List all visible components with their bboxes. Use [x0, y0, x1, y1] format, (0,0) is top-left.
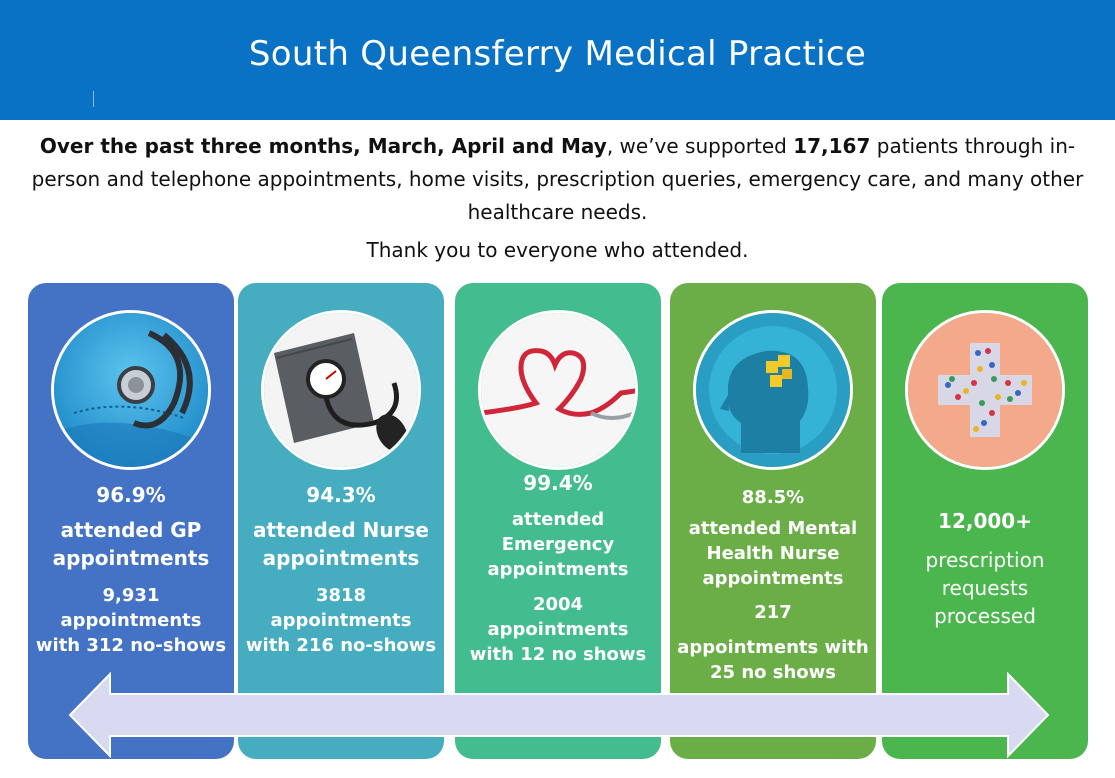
blood-pressure-icon	[261, 310, 421, 470]
emergency-count-1: 2004	[532, 594, 584, 615]
mental-health-percent: 88.5%	[741, 487, 805, 508]
nurse-count-1: 3818	[315, 585, 367, 606]
prescriptions-label-2: requests	[941, 576, 1029, 600]
mental-health-count-2: appointments with	[677, 637, 869, 658]
thanks-text: Thank you to everyone who attended.	[366, 238, 749, 262]
emergency-count-2: appointments	[487, 619, 629, 640]
nurse-percent: 94.3%	[306, 483, 376, 507]
timeline-arrow	[68, 672, 1050, 758]
intro-text-1: , we’ve supported	[606, 134, 794, 158]
gp-count-1: 9,931	[102, 585, 160, 606]
emergency-label-2: Emergency	[501, 534, 615, 555]
page-title: South Queensferry Medical Practice	[248, 34, 867, 74]
pill-cross-icon	[905, 310, 1065, 470]
mental-health-label-2: Health Nurse	[706, 543, 840, 564]
emergency-count-3: with 12 no shows	[469, 644, 647, 665]
mental-health-label-1: attended Mental	[688, 518, 858, 539]
head-puzzle-icon	[693, 310, 853, 470]
prescriptions-card: 12,000+ prescription requests processed	[882, 283, 1088, 759]
emergency-label-1: attended	[511, 509, 605, 530]
header-banner: South Queensferry Medical Practice	[0, 0, 1115, 120]
intro-paragraph: Over the past three months, March, April…	[30, 130, 1085, 229]
nurse-count-3: with 216 no-shows	[245, 635, 437, 656]
gp-count-2: appointments	[60, 610, 202, 631]
nurse-label-2: appointments	[262, 546, 420, 570]
gp-card: 96.9% attended GP appointments 9,931 app…	[28, 283, 234, 759]
intro-text-2: patients through in-person and telephone…	[31, 134, 1084, 224]
intro-lead: Over the past three months, March, April…	[39, 134, 607, 158]
emergency-percent: 99.4%	[523, 471, 593, 495]
gp-label-2: appointments	[52, 546, 210, 570]
stethoscope-icon	[51, 310, 211, 470]
gp-percent: 96.9%	[96, 483, 166, 507]
nurse-label-1: attended Nurse	[253, 518, 429, 542]
nurse-count-2: appointments	[270, 610, 412, 631]
heart-stethoscope-icon	[478, 310, 638, 470]
prescriptions-count: 12,000+	[938, 509, 1032, 533]
nurse-card: 94.3% attended Nurse appointments 3818 a…	[238, 283, 444, 759]
mental-health-count-1: 217	[754, 602, 792, 623]
emergency-card: 99.4% attended Emergency appointments 20…	[455, 283, 661, 759]
gp-count-3: with 312 no-shows	[35, 635, 227, 656]
gp-label-1: attended GP	[60, 518, 202, 542]
patients-count: 17,167	[793, 134, 871, 158]
prescriptions-label-1: prescription	[925, 548, 1045, 572]
emergency-label-3: appointments	[487, 559, 629, 580]
mental-health-card: 88.5% attended Mental Health Nurse appoi…	[670, 283, 876, 759]
mental-health-label-3: appointments	[702, 568, 844, 589]
prescriptions-label-3: processed	[934, 604, 1036, 628]
text-cursor-mark	[93, 91, 94, 107]
mental-health-count-3: 25 no shows	[710, 662, 836, 683]
